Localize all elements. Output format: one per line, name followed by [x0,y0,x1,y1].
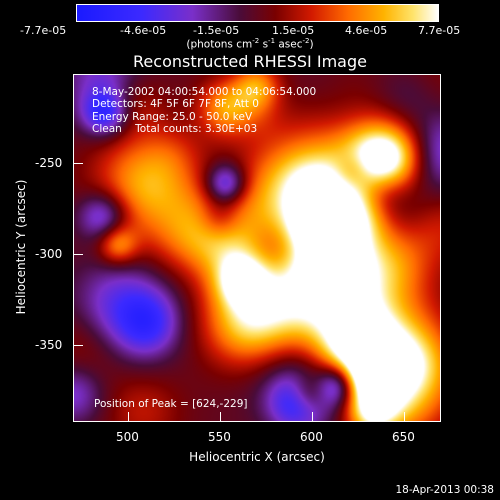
colorbar-tick-label: -7.7e-05 [20,24,67,37]
x-tick-label: 500 [116,430,139,444]
x-tick-label: 650 [392,430,415,444]
annotation-energy-range: Energy Range: 25.0 - 50.0 keV [92,110,253,123]
annotation-peak-position: Position of Peak = [624,-229] [94,398,248,410]
rhessi-image [73,74,441,422]
annotation-counts: Clean Total counts: 3.30E+03 [92,122,258,135]
y-tick [74,345,83,346]
colorbar-tick-label: -1.5e-05 [193,24,240,37]
y-tick [74,254,83,255]
x-tick [312,412,313,421]
annotation-time-range: 8-May-2002 04:00:54.000 to 04:06:54.000 [92,86,317,98]
image-title: Reconstructed RHESSI Image [133,52,367,71]
x-tick [128,412,129,421]
x-tick [404,412,405,421]
x-tick-label: 600 [300,430,323,444]
colorbar-tick-label: 4.6e-05 [345,24,388,37]
x-tick-label: 550 [208,430,231,444]
y-axis-label: Heliocentric Y (arcsec) [14,179,28,315]
x-axis-label: Heliocentric X (arcsec) [189,450,325,464]
colorbar-gradient [77,5,438,21]
annotation-block: 8-May-2002 04:00:54.000 to 04:06:54.000 … [92,86,316,135]
timestamp: 18-Apr-2013 00:38 [395,484,494,496]
x-tick [220,412,221,421]
y-tick-label: -350 [35,338,63,352]
colorbar-units: (photons cm-2 s-1 asec-2) [186,37,314,51]
y-tick-label: -300 [35,247,63,261]
y-tick [74,163,83,164]
image-canvas [74,75,440,421]
colorbar-tick-label: -4.6e-05 [120,24,167,37]
y-tick-label: -250 [35,156,63,170]
colorbar [76,4,439,22]
colorbar-tick-label: 1.5e-05 [272,24,315,37]
colorbar-tick-label: 7.7e-05 [418,24,461,37]
annotation-detectors: Detectors: 4F 5F 6F 7F 8F, Att 0 [92,98,259,111]
